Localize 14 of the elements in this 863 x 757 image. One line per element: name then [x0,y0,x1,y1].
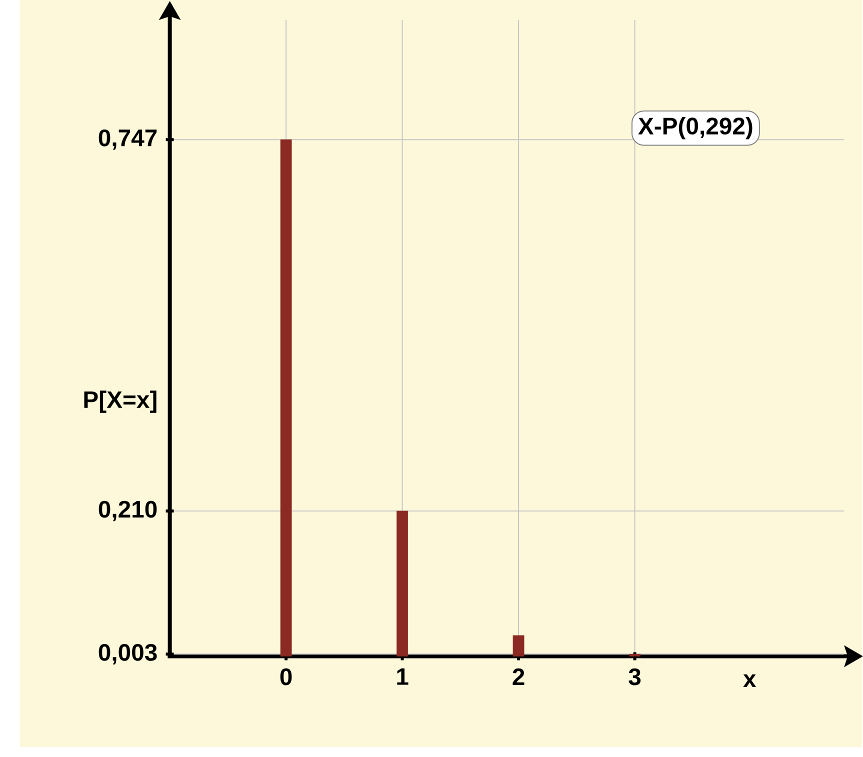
x-tick-label: 2 [512,668,524,685]
y-tick-label: 0,210 [98,500,157,522]
y-axis-title: P[X=x] [84,390,156,413]
y-tick-label: 0,747 [98,129,157,150]
x-tick-label: 0 [280,668,292,686]
x-tick-label: 3 [628,668,641,686]
y-tick-label: 0,003 [98,644,157,664]
bar [396,510,408,656]
bar [280,139,292,656]
bar [512,635,524,656]
x-axis-title: x [743,674,756,687]
bar [629,654,640,656]
annotation: X-P(0,292) [638,116,752,140]
x-tick-label: 1 [397,668,408,685]
